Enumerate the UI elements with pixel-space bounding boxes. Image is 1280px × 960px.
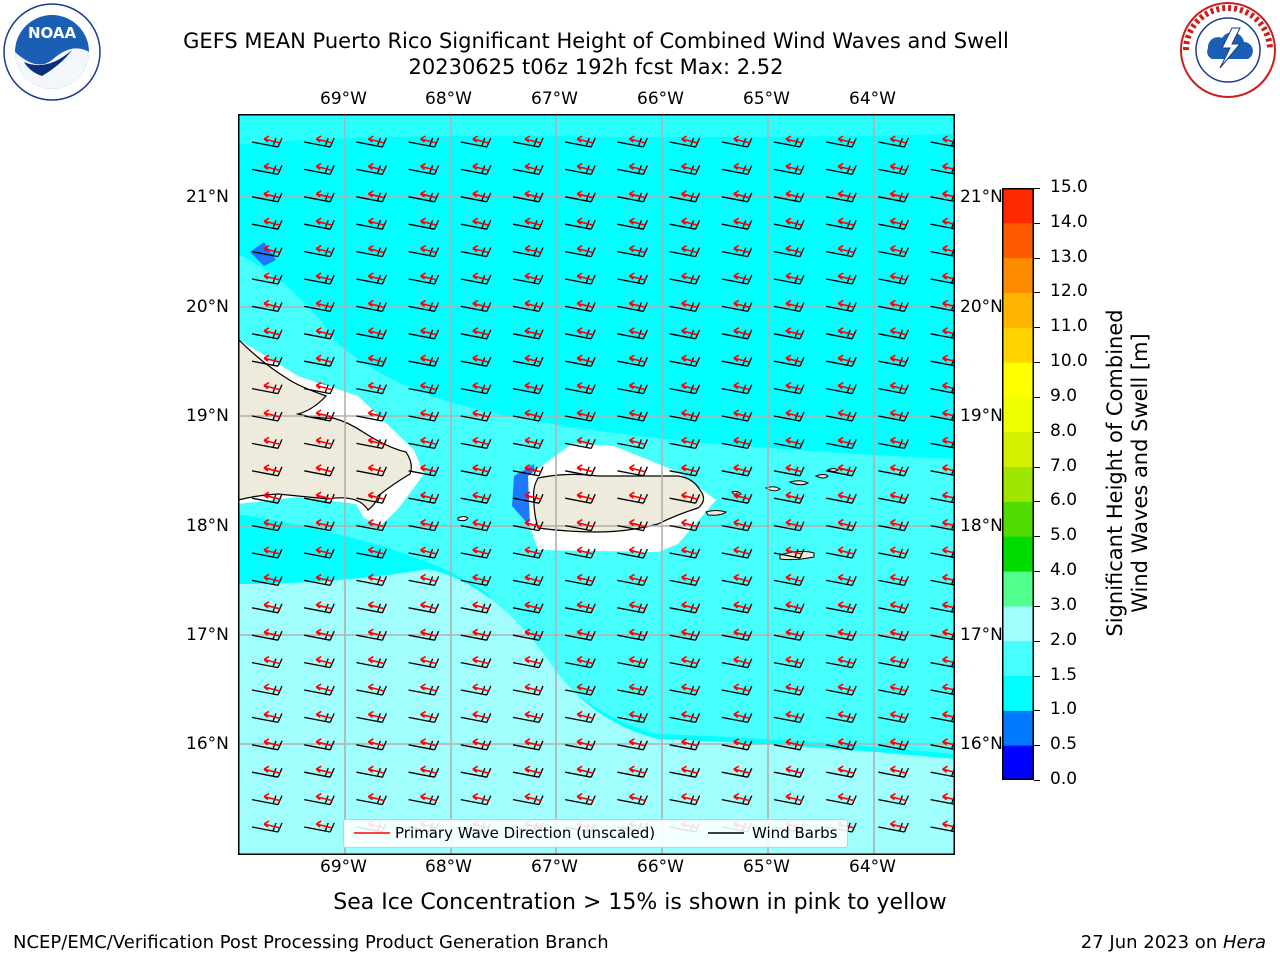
colorbar-segment bbox=[1002, 641, 1034, 676]
lon-label-bottom: 69°W bbox=[320, 857, 367, 877]
colorbar-segment bbox=[1002, 362, 1034, 397]
lat-label-right: 17°N bbox=[960, 625, 1003, 645]
colorbar-tick-mark bbox=[1034, 536, 1040, 537]
footer-date-text: 27 Jun 2023 on bbox=[1081, 932, 1223, 953]
colorbar-tick-label: 8.0 bbox=[1050, 421, 1077, 441]
colorbar-tick-label: 4.0 bbox=[1050, 560, 1077, 580]
colorbar-tick-mark bbox=[1034, 432, 1040, 433]
colorbar-tick-label: 11.0 bbox=[1050, 316, 1088, 336]
lat-label-left: 17°N bbox=[186, 625, 229, 645]
lon-label-bottom: 64°W bbox=[849, 857, 896, 877]
colorbar-label: Significant Height of Combined Wind Wave… bbox=[1103, 273, 1153, 673]
noaa-logo: NOAA bbox=[2, 2, 102, 102]
colorbar-tick-label: 5.0 bbox=[1050, 525, 1077, 545]
colorbar-tick-mark bbox=[1034, 641, 1040, 642]
colorbar-tick-label: 7.0 bbox=[1050, 456, 1077, 476]
colorbar-tick-label: 12.0 bbox=[1050, 281, 1088, 301]
colorbar-label-line2: Wind Waves and Swell [m] bbox=[1128, 273, 1153, 673]
colorbar-segment bbox=[1002, 432, 1034, 467]
colorbar-tick-mark bbox=[1034, 292, 1040, 293]
colorbar-tick-label: 6.0 bbox=[1050, 490, 1077, 510]
lat-label-left: 19°N bbox=[186, 406, 229, 426]
lon-label-top: 68°W bbox=[425, 89, 472, 109]
lon-label-bottom: 66°W bbox=[637, 857, 684, 877]
colorbar-segment bbox=[1002, 467, 1034, 502]
lon-label-top: 66°W bbox=[637, 89, 684, 109]
legend-wind-barbs-label: Wind Barbs bbox=[752, 824, 837, 842]
lat-label-right: 18°N bbox=[960, 516, 1003, 536]
lon-label-top: 67°W bbox=[531, 89, 578, 109]
colorbar bbox=[1002, 188, 1034, 780]
lat-label-right: 21°N bbox=[960, 187, 1003, 207]
colorbar-segment bbox=[1002, 397, 1034, 432]
colorbar-tick-label: 3.0 bbox=[1050, 595, 1077, 615]
lat-label-right: 20°N bbox=[960, 297, 1003, 317]
colorbar-segment bbox=[1002, 258, 1034, 293]
colorbar-segment bbox=[1002, 710, 1034, 745]
colorbar-tick-label: 0.0 bbox=[1050, 769, 1077, 789]
lat-label-left: 20°N bbox=[186, 297, 229, 317]
footer-host: Hera bbox=[1223, 932, 1266, 953]
colorbar-label-line1: Significant Height of Combined bbox=[1103, 273, 1128, 673]
sea-ice-note: Sea Ice Concentration > 15% is shown in … bbox=[0, 890, 1280, 915]
footer-date: 27 Jun 2023 on Hera bbox=[1081, 932, 1266, 953]
lon-label-top: 64°W bbox=[849, 89, 896, 109]
map-panel bbox=[238, 114, 955, 855]
lon-label-bottom: 68°W bbox=[425, 857, 472, 877]
lon-label-top: 69°W bbox=[320, 89, 367, 109]
lat-label-right: 19°N bbox=[960, 406, 1003, 426]
lon-label-bottom: 65°W bbox=[743, 857, 790, 877]
footer-branch: NCEP/EMC/Verification Post Processing Pr… bbox=[13, 932, 609, 953]
colorbar-segment bbox=[1002, 606, 1034, 641]
colorbar-segment bbox=[1002, 223, 1034, 258]
colorbar-tick-label: 1.5 bbox=[1050, 665, 1077, 685]
colorbar-tick-mark bbox=[1034, 397, 1040, 398]
colorbar-tick-label: 10.0 bbox=[1050, 351, 1088, 371]
colorbar-segment bbox=[1002, 571, 1034, 606]
lat-label-left: 21°N bbox=[186, 187, 229, 207]
colorbar-tick-label: 13.0 bbox=[1050, 247, 1088, 267]
lat-label-left: 18°N bbox=[186, 516, 229, 536]
colorbar-segment bbox=[1002, 292, 1034, 327]
colorbar-tick-mark bbox=[1034, 258, 1040, 259]
map-legend: Primary Wave Direction (unscaled) Wind B… bbox=[343, 819, 848, 848]
colorbar-tick-label: 14.0 bbox=[1050, 212, 1088, 232]
colorbar-tick-mark bbox=[1034, 188, 1040, 189]
colorbar-segment bbox=[1002, 327, 1034, 362]
lat-label-right: 16°N bbox=[960, 734, 1003, 754]
colorbar-tick-mark bbox=[1034, 362, 1040, 363]
colorbar-tick-label: 0.5 bbox=[1050, 734, 1077, 754]
lat-label-left: 16°N bbox=[186, 734, 229, 754]
colorbar-tick-label: 1.0 bbox=[1050, 699, 1077, 719]
plot-title-line2: 20230625 t06z 192h fcst Max: 2.52 bbox=[0, 54, 1192, 80]
nws-logo bbox=[1178, 0, 1278, 100]
colorbar-tick-mark bbox=[1034, 467, 1040, 468]
mona-island bbox=[458, 517, 468, 521]
colorbar-tick-mark bbox=[1034, 223, 1040, 224]
colorbar-tick-mark bbox=[1034, 501, 1040, 502]
colorbar-ticks: 15.0 14.0 13.0 12.0 11.0 10.0 9.0 8.0 7.0 6.0 5.0 4… bbox=[1034, 188, 1104, 780]
wind-barb-legend-icon bbox=[706, 826, 746, 840]
colorbar-tick-mark bbox=[1034, 327, 1040, 328]
colorbar-tick-label: 9.0 bbox=[1050, 386, 1077, 406]
colorbar-segment bbox=[1002, 188, 1034, 223]
colorbar-segment bbox=[1002, 676, 1034, 711]
wave-direction-legend-icon bbox=[352, 826, 392, 840]
colorbar-tick-mark bbox=[1034, 745, 1040, 746]
plot-title-line1: GEFS MEAN Puerto Rico Significant Height… bbox=[0, 28, 1192, 54]
colorbar-segment bbox=[1002, 536, 1034, 571]
colorbar-tick-mark bbox=[1034, 676, 1040, 677]
colorbar-tick-label: 2.0 bbox=[1050, 630, 1077, 650]
colorbar-tick-mark bbox=[1034, 571, 1040, 572]
colorbar-tick-label: 15.0 bbox=[1050, 177, 1088, 197]
colorbar-segment bbox=[1002, 501, 1034, 536]
noaa-logo-text: NOAA bbox=[28, 24, 77, 42]
colorbar-segment bbox=[1002, 745, 1034, 780]
legend-wave-direction-label: Primary Wave Direction (unscaled) bbox=[395, 824, 655, 842]
lon-label-bottom: 67°W bbox=[531, 857, 578, 877]
colorbar-tick-mark bbox=[1034, 710, 1040, 711]
colorbar-tick-mark bbox=[1034, 606, 1040, 607]
lon-label-top: 65°W bbox=[743, 89, 790, 109]
colorbar-tick-mark bbox=[1034, 780, 1040, 781]
